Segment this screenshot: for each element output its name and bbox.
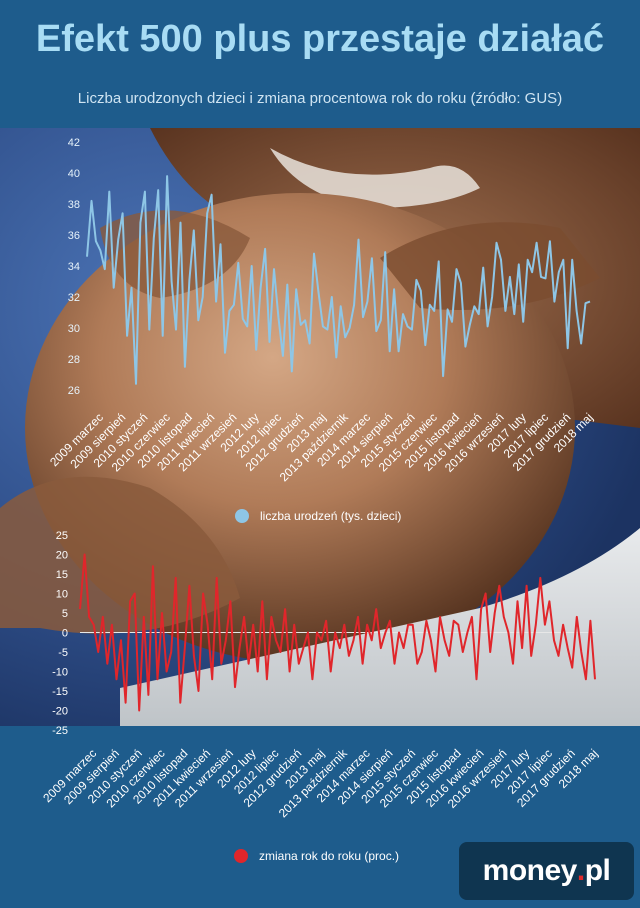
births-y-axis: 26 28 30 32 34 36 38 40 42 [68,137,80,397]
page-title: Efekt 500 plus przestaje działać [35,18,605,60]
yoy-y-tick-label: -5 [58,647,68,659]
yoy-y-tick-label: 0 [62,628,68,640]
births-y-tick-label: 40 [68,168,80,180]
yoy-legend: zmiana rok do roku (proc.) [234,849,399,863]
money-pl-logo[interactable]: money. pl [459,842,634,900]
logo-suffix: pl [584,854,611,887]
yoy-y-tick-label: -20 [52,706,68,718]
logo-dot: . [576,854,585,887]
yoy-y-tick-label: -25 [52,725,68,737]
yoy-change-chart: -25 -20 -15 -10 -5 0 5 10 15 20 25 2009 marzec2009… [40,530,601,863]
births-series-line [86,175,591,385]
yoy-y-tick-label: -10 [52,667,68,679]
page-subtitle: Liczba urodzonych dzieci i zmiana procen… [77,90,563,107]
yoy-y-tick-label: 20 [56,550,68,562]
yoy-y-tick-label: 5 [62,608,68,620]
births-legend: liczba urodzeń (tys. dzieci) [235,509,401,523]
logo-main: money [482,854,578,887]
births-y-tick-label: 32 [68,292,80,304]
yoy-y-tick-label: 15 [56,569,68,581]
yoy-legend-label: zmiana rok do roku (proc.) [259,849,399,863]
yoy-series-line [79,553,596,712]
births-y-tick-label: 26 [68,385,80,397]
births-y-tick-label: 36 [68,230,80,242]
births-y-tick-label: 30 [68,323,80,335]
births-y-tick-label: 42 [68,137,80,149]
births-legend-marker [235,509,249,523]
yoy-y-tick-label: 25 [56,530,68,542]
yoy-y-tick-label: 10 [56,589,68,601]
yoy-legend-marker [234,849,248,863]
births-y-tick-label: 28 [68,354,80,366]
births-legend-label: liczba urodzeń (tys. dzieci) [260,509,401,523]
births-y-tick-label: 34 [68,261,80,273]
yoy-y-axis: -25 -20 -15 -10 -5 0 5 10 15 20 25 [52,530,68,737]
births-y-tick-label: 38 [68,199,80,211]
yoy-y-tick-label: -15 [52,686,68,698]
